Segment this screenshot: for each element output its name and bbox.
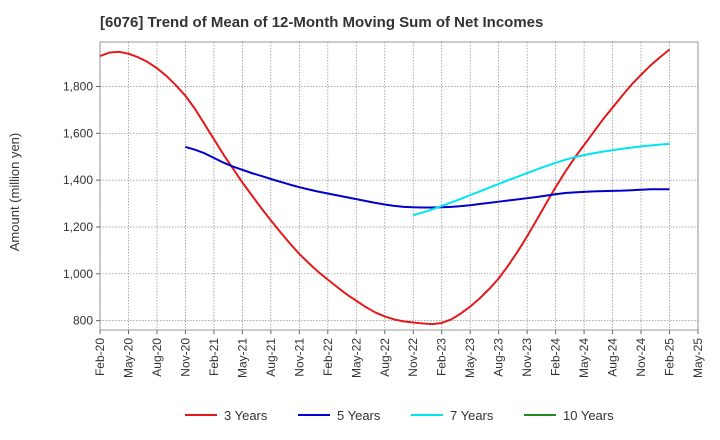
grid-layer <box>96 42 699 334</box>
y-tick-label: 1,200 <box>63 220 93 234</box>
x-tick-label: Nov-24 <box>634 338 648 377</box>
x-tick-label: Feb-21 <box>207 338 221 376</box>
y-tick-label: 1,400 <box>63 173 93 187</box>
x-tick-label: Aug-22 <box>378 338 392 377</box>
x-tick-label: Feb-22 <box>321 338 335 376</box>
x-tick-label: Aug-20 <box>150 338 164 377</box>
x-tick-label: May-20 <box>121 338 135 378</box>
x-tick-label: Aug-21 <box>264 338 278 377</box>
x-tick-label: Feb-20 <box>93 338 107 376</box>
y-tick-labels: 800 1,000 1,200 1,400 1,600 1,800 <box>63 79 93 327</box>
series-line-7-years <box>412 142 670 217</box>
x-tick-label: May-24 <box>577 338 591 378</box>
legend-label-10-years: 10 Years <box>563 408 614 423</box>
x-tick-label: Feb-24 <box>549 338 563 376</box>
plot-area <box>99 41 699 331</box>
x-tick-label: Nov-20 <box>178 338 192 377</box>
y-tick-label: 800 <box>73 314 93 328</box>
series-line-5-years <box>185 145 670 209</box>
y-tick-label: 1,800 <box>63 79 93 93</box>
x-tick-label: Nov-21 <box>292 338 306 377</box>
x-tick-label: Nov-23 <box>520 338 534 377</box>
x-tick-label: Feb-25 <box>663 338 677 376</box>
legend: 3 Years 5 Years 7 Years 10 Years <box>185 408 614 423</box>
legend-label-5-years: 5 Years <box>337 408 381 423</box>
x-tick-label: Aug-24 <box>606 338 620 377</box>
legend-label-3-years: 3 Years <box>224 408 268 423</box>
y-tick-label: 1,000 <box>63 267 93 281</box>
series-layer <box>99 48 671 326</box>
x-tick-label: Feb-23 <box>435 338 449 376</box>
x-tick-label: Nov-22 <box>406 338 420 377</box>
y-axis-label: Amount (million yen) <box>7 133 22 252</box>
x-tick-label: Aug-23 <box>492 338 506 377</box>
chart-title: [6076] Trend of Mean of 12-Month Moving … <box>100 14 544 31</box>
x-tick-label: May-23 <box>463 338 477 378</box>
x-tick-label: May-21 <box>235 338 249 378</box>
y-tick-label: 1,600 <box>63 126 93 140</box>
x-tick-labels: Feb-20 May-20 Aug-20 Nov-20 Feb-21 May-21 Aug-… <box>93 338 705 378</box>
x-tick-label: May-22 <box>349 338 363 378</box>
legend-label-7-years: 7 Years <box>450 408 494 423</box>
x-tick-label: May-25 <box>691 338 705 378</box>
